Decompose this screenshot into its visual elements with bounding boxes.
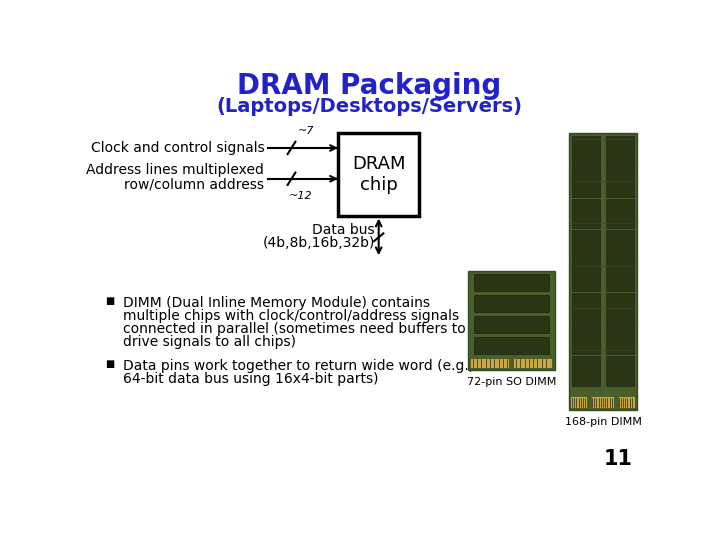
Bar	[474, 336, 549, 354]
Bar	[606, 136, 634, 166]
Text: Data bus: Data bus	[312, 222, 375, 237]
Bar	[572, 324, 600, 354]
Bar	[569, 132, 637, 410]
Bar	[572, 199, 600, 228]
Bar	[606, 167, 634, 197]
Bar	[614, 396, 619, 408]
Text: 168-pin DIMM: 168-pin DIMM	[564, 417, 642, 428]
Bar	[572, 167, 600, 197]
Text: multiple chips with clock/control/address signals: multiple chips with clock/control/addres…	[122, 309, 459, 323]
Text: DIMM (Dual Inline Memory Module) contains: DIMM (Dual Inline Memory Module) contain…	[122, 296, 430, 310]
Bar	[606, 230, 634, 260]
Bar	[572, 136, 600, 166]
Text: ~12: ~12	[289, 191, 312, 201]
Bar	[606, 324, 634, 354]
Text: connected in parallel (sometimes need buffers to: connected in parallel (sometimes need bu…	[122, 322, 465, 336]
Bar	[572, 293, 600, 323]
Bar	[468, 271, 555, 370]
Text: DRAM Packaging: DRAM Packaging	[237, 72, 501, 100]
Text: Data pins work together to return wide word (e.g.,: Data pins work together to return wide w…	[122, 359, 472, 373]
Bar	[338, 132, 419, 215]
Bar	[606, 261, 634, 291]
Text: ■: ■	[106, 359, 114, 369]
Bar	[606, 199, 634, 228]
Bar	[572, 230, 600, 260]
Text: (4b,8b,16b,32b): (4b,8b,16b,32b)	[262, 237, 375, 251]
Text: Address lines multiplexed: Address lines multiplexed	[86, 163, 264, 177]
Text: Clock and control signals: Clock and control signals	[91, 141, 264, 155]
Text: DRAM
chip: DRAM chip	[352, 155, 405, 193]
Bar	[587, 396, 592, 408]
Text: row/column address: row/column address	[125, 178, 264, 192]
Bar	[474, 295, 549, 312]
Bar	[572, 356, 600, 386]
Text: (Laptops/Desktops/Servers): (Laptops/Desktops/Servers)	[216, 97, 522, 116]
Text: 64-bit data bus using 16x4-bit parts): 64-bit data bus using 16x4-bit parts)	[122, 372, 378, 386]
Bar	[606, 293, 634, 323]
Bar	[571, 397, 635, 408]
Bar	[472, 359, 552, 368]
Text: ■: ■	[106, 296, 114, 306]
Bar	[474, 316, 549, 333]
Bar	[509, 357, 514, 368]
Text: drive signals to all chips): drive signals to all chips)	[122, 335, 295, 349]
Bar	[606, 356, 634, 386]
Text: 11: 11	[603, 449, 632, 469]
Bar	[474, 274, 549, 291]
Bar	[572, 261, 600, 291]
Text: ~7: ~7	[297, 126, 314, 136]
Text: 72-pin SO DIMM: 72-pin SO DIMM	[467, 377, 557, 387]
